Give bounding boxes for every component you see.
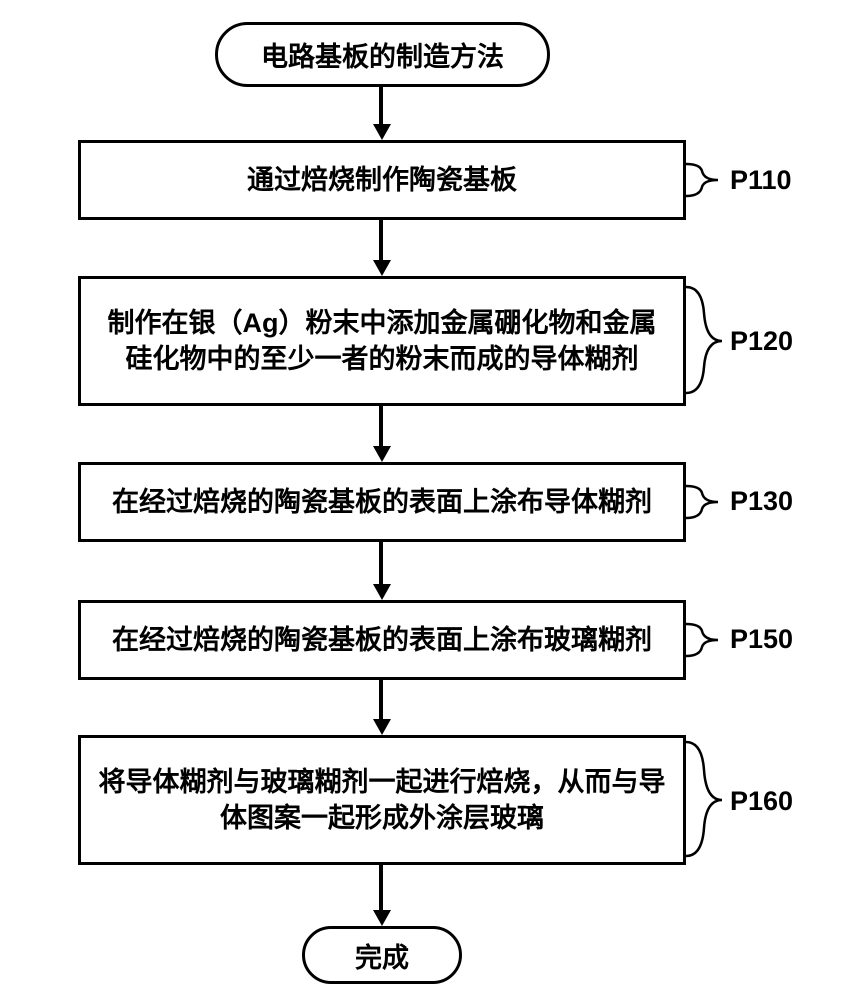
arrow-shaft	[379, 680, 383, 721]
arrow-shaft	[379, 542, 383, 586]
start-text: 电路基板的制造方法	[261, 35, 504, 74]
step-box-p130: 在经过焙烧的陶瓷基板的表面上涂布导体糊剂	[78, 462, 686, 542]
step-label-p130: P130	[730, 486, 793, 517]
step-box-p120: 制作在银（Ag）粉末中添加金属硼化物和金属硅化物中的至少一者的粉末而成的导体糊剂	[78, 276, 686, 406]
arrow-shaft	[379, 220, 383, 262]
step-label-p110: P110	[730, 165, 792, 196]
arrow-shaft	[379, 87, 383, 126]
step-label-p120: P120	[730, 326, 793, 357]
step-text: 在经过焙烧的陶瓷基板的表面上涂布导体糊剂	[112, 484, 652, 520]
arrow-head-icon	[373, 124, 391, 140]
arrow-head-icon	[373, 260, 391, 276]
step-label-p150: P150	[730, 624, 793, 655]
step-text: 通过焙烧制作陶瓷基板	[247, 162, 517, 198]
arrow-shaft	[379, 406, 383, 448]
arrow-head-icon	[373, 719, 391, 735]
flowchart-diagram: 电路基板的制造方法 通过焙烧制作陶瓷基板 制作在银（Ag）粉末中添加金属硼化物和…	[0, 0, 863, 1000]
step-text: 制作在银（Ag）粉末中添加金属硼化物和金属硅化物中的至少一者的粉末而成的导体糊剂	[95, 305, 669, 378]
end-terminator: 完成	[302, 926, 462, 984]
start-terminator: 电路基板的制造方法	[215, 22, 550, 87]
arrow-shaft	[379, 865, 383, 912]
end-text: 完成	[355, 936, 409, 975]
step-text: 在经过焙烧的陶瓷基板的表面上涂布玻璃糊剂	[112, 622, 652, 658]
step-text: 将导体糊剂与玻璃糊剂一起进行焙烧，从而与导体图案一起形成外涂层玻璃	[95, 764, 669, 837]
step-box-p150: 在经过焙烧的陶瓷基板的表面上涂布玻璃糊剂	[78, 600, 686, 680]
step-label-p160: P160	[730, 786, 793, 817]
arrow-head-icon	[373, 910, 391, 926]
step-box-p160: 将导体糊剂与玻璃糊剂一起进行焙烧，从而与导体图案一起形成外涂层玻璃	[78, 735, 686, 865]
arrow-head-icon	[373, 584, 391, 600]
arrow-head-icon	[373, 446, 391, 462]
step-box-p110: 通过焙烧制作陶瓷基板	[78, 140, 686, 220]
